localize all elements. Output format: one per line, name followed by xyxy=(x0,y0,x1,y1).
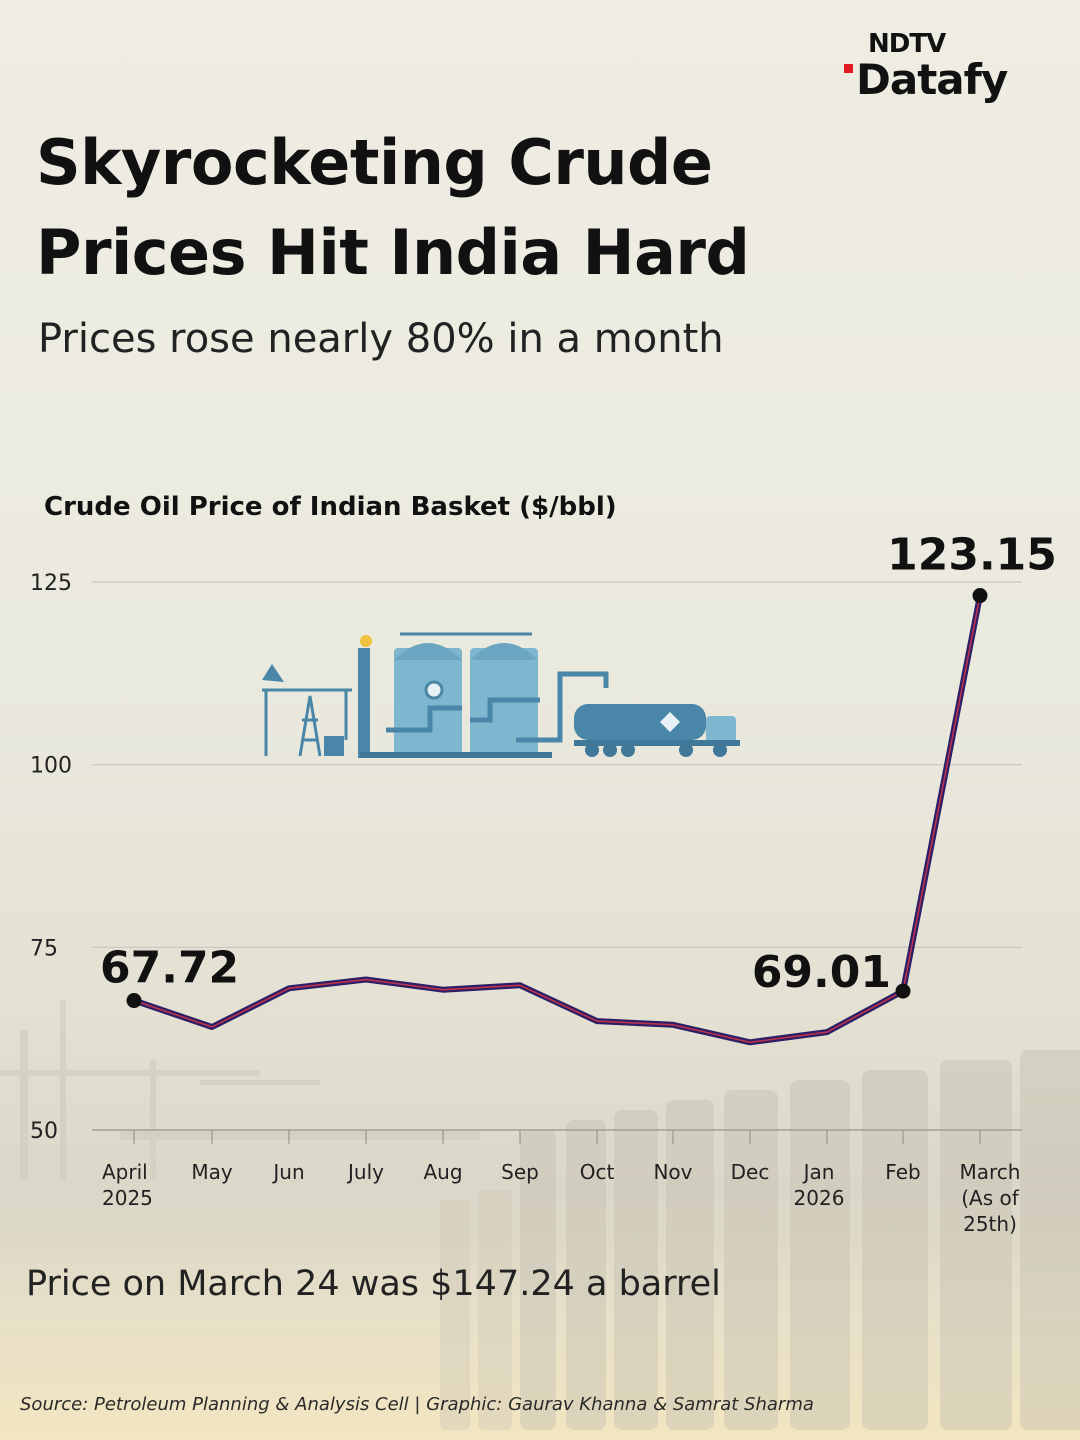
y-tick-label: 100 xyxy=(30,754,72,779)
x-tick-label: April 2025 xyxy=(102,1160,153,1210)
logo-red-square xyxy=(844,64,853,73)
x-tick-label-line: March xyxy=(960,1160,1021,1184)
x-tick-label: Sep xyxy=(501,1160,539,1184)
x-tick-label: May xyxy=(191,1160,233,1184)
chart-title: Crude Oil Price of Indian Basket ($/bbl) xyxy=(44,492,617,522)
x-tick-label-line: Feb xyxy=(885,1160,920,1184)
data-labels: 67.72 69.01 123.15 xyxy=(100,530,1057,1009)
highlight-marker xyxy=(972,588,988,604)
chart-series xyxy=(133,594,983,1046)
x-tick-label-line: 25th) xyxy=(963,1212,1017,1236)
price-note: Price on March 24 was $147.24 a barrel xyxy=(26,1264,721,1304)
x-tick-label-line: July xyxy=(346,1160,384,1184)
x-tick-label-line: Jun xyxy=(271,1160,304,1184)
x-tick-label-line: Oct xyxy=(580,1160,615,1184)
highlight-marker xyxy=(126,993,142,1009)
logo-ndtv-text: NDTV xyxy=(868,29,946,59)
x-tick-label: Aug xyxy=(423,1160,462,1184)
chart-gridlines xyxy=(92,581,1022,1131)
x-tick-label-line: Aug xyxy=(423,1160,462,1184)
y-tick-label: 50 xyxy=(30,1119,58,1144)
data-label: 69.01 xyxy=(752,947,891,998)
logo-datafy-text: Datafy xyxy=(856,55,1008,104)
data-label: 67.72 xyxy=(100,943,239,994)
y-axis-ticks: 125 100 75 50 xyxy=(30,571,72,1144)
y-tick-label: 75 xyxy=(30,936,58,961)
x-tick-label-line: May xyxy=(191,1160,233,1184)
x-tick-label-line: April xyxy=(102,1160,148,1184)
x-tick-label-line: 2026 xyxy=(794,1186,845,1210)
x-tick-label-line: Sep xyxy=(501,1160,539,1184)
source-credit: Source: Petroleum Planning & Analysis Ce… xyxy=(20,1394,814,1415)
x-tick-label: Dec xyxy=(731,1160,770,1184)
x-tick-label: Jun xyxy=(271,1160,304,1184)
x-tick-label: Oct xyxy=(580,1160,615,1184)
data-label: 123.15 xyxy=(887,530,1057,581)
ndtv-datafy-logo: NDTV Datafy xyxy=(844,29,1046,104)
y-tick-label: 125 xyxy=(30,571,72,596)
x-tick-label: July xyxy=(346,1160,384,1184)
x-tick-label: March (As of 25th) xyxy=(960,1160,1021,1236)
x-tick-label: Jan 2026 xyxy=(794,1160,845,1210)
highlight-marker xyxy=(895,983,911,999)
headline: Skyrocketing Crude Prices Hit India Hard xyxy=(36,126,750,289)
subtitle: Prices rose nearly 80% in a month xyxy=(38,316,724,362)
x-tick-label-line: (As of xyxy=(961,1186,1019,1210)
x-tick-label-line: Jan xyxy=(802,1160,835,1184)
x-tick-label-line: Dec xyxy=(731,1160,770,1184)
series-line-inner xyxy=(133,595,981,1044)
x-tick-label-line: 2025 xyxy=(102,1186,153,1210)
x-tick-label: Nov xyxy=(653,1160,692,1184)
x-tick-label: Feb xyxy=(885,1160,920,1184)
x-tick-label-line: Nov xyxy=(653,1160,692,1184)
oil-refinery-illustration xyxy=(262,632,740,758)
